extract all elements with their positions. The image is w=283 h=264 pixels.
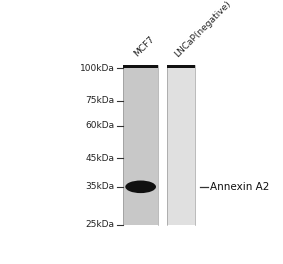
Text: 35kDa: 35kDa (85, 182, 114, 191)
Ellipse shape (125, 181, 156, 193)
Text: MCF7: MCF7 (132, 35, 156, 59)
Text: Annexin A2: Annexin A2 (210, 182, 269, 192)
Text: 45kDa: 45kDa (85, 154, 114, 163)
Bar (167, 65, 196, 68)
Bar (123, 65, 158, 68)
Bar (167, 68, 196, 225)
Text: 75kDa: 75kDa (85, 96, 114, 105)
Text: 100kDa: 100kDa (80, 64, 114, 73)
Bar (123, 68, 158, 225)
Text: LNCaP(negative): LNCaP(negative) (173, 0, 233, 59)
Text: 25kDa: 25kDa (85, 220, 114, 229)
Text: 60kDa: 60kDa (85, 121, 114, 130)
